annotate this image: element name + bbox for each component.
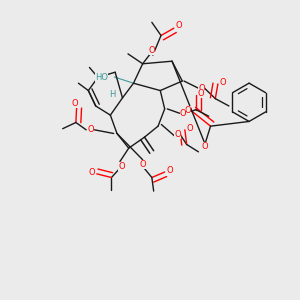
Text: O: O (202, 142, 208, 151)
Text: O: O (148, 46, 155, 55)
Text: O: O (88, 168, 95, 177)
Text: O: O (88, 125, 94, 134)
Text: O: O (118, 162, 125, 171)
Text: O: O (139, 160, 146, 169)
Text: O: O (187, 124, 193, 133)
Text: H: H (110, 90, 116, 99)
Text: O: O (72, 99, 78, 108)
Text: O: O (176, 21, 182, 30)
Text: O: O (220, 78, 226, 87)
Text: O: O (197, 89, 204, 98)
Text: HO: HO (95, 73, 108, 82)
Text: O: O (180, 109, 186, 118)
Text: O: O (174, 130, 181, 139)
Text: O: O (166, 166, 173, 175)
Text: O: O (184, 106, 191, 115)
Text: O: O (198, 84, 205, 93)
